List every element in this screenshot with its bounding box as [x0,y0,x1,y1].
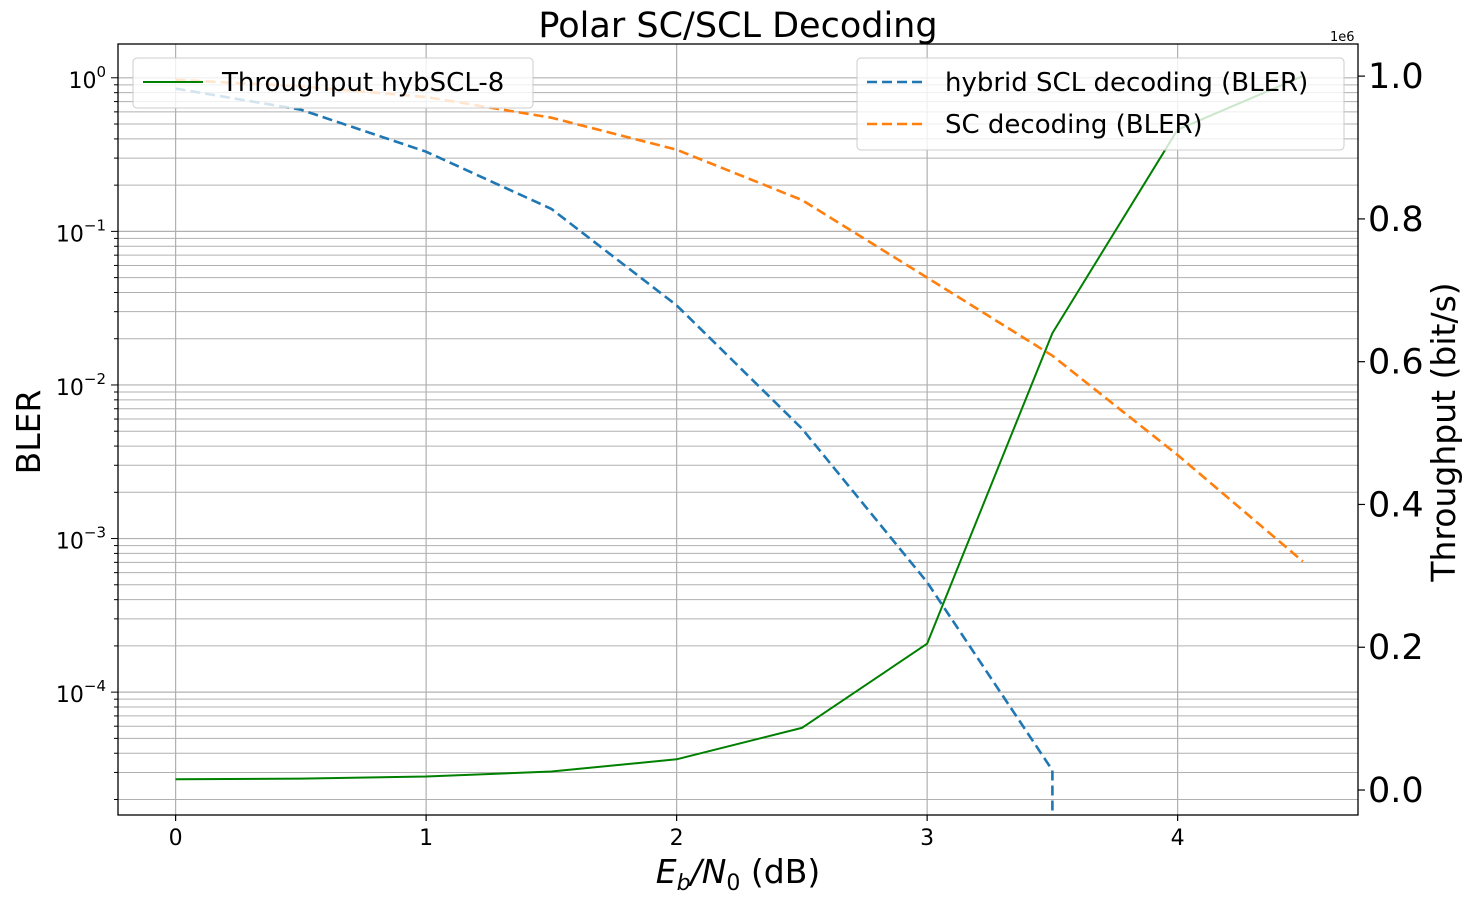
right-tick-label: 0.8 [1368,200,1424,240]
chart-title: Polar SC/SCL Decoding [538,6,937,46]
right-tick-label: 0.0 [1368,771,1424,811]
x-tick-label: 0 [169,826,183,851]
x-tick-label: 4 [1171,826,1185,851]
left-tick-label: 10−3 [56,524,106,555]
x-label-sub-b: b [677,871,691,896]
x-tick-label: 1 [419,826,433,851]
left-tick-label: 10−2 [56,370,106,401]
series-line-hybrid-scl [175,87,1054,815]
x-axis-ticks: 0 1 2 3 4 [169,815,1185,851]
right-axis-ticks: 0.0 0.2 0.4 0.6 0.8 1.0 [1358,57,1424,811]
legend-label-throughput: Throughput hybSCL-8 [221,68,504,98]
right-y-axis-label: Throughput (bit/s) [1424,282,1463,582]
left-tick-exponent: −4 [84,677,106,695]
x-axis-label: Eb/N0 (dB) [656,852,820,896]
left-tick-base: 10 [68,69,96,94]
left-tick-base: 10 [56,376,84,401]
right-tick-label: 0.4 [1368,485,1424,525]
left-tick-base: 10 [56,530,84,555]
plot-frame [117,43,1359,816]
legend-label-hybrid: hybrid SCL decoding (BLER) [945,68,1308,98]
left-tick-base: 10 [56,683,84,708]
x-label-unit: (dB) [740,852,820,891]
legend-left: Throughput hybSCL-8 [132,57,534,109]
left-tick-base: 10 [56,222,84,247]
x-label-sub-0: 0 [726,871,740,896]
right-axis-offset-label: 1e6 [1330,30,1355,45]
right-tick-label: 1.0 [1368,57,1424,97]
left-tick-exponent: −1 [84,216,106,234]
left-tick-exponent: −2 [84,370,106,388]
legend-left-box [132,57,534,109]
left-y-axis-label: BLER [9,390,48,475]
left-tick-exponent: 0 [96,63,106,81]
legend-label-sc: SC decoding (BLER) [945,110,1203,140]
left-tick-label: 10−4 [56,677,106,708]
x-label-e: E [656,852,677,891]
legend-right-box [856,57,1345,151]
legend-right: hybrid SCL decoding (BLER) SC decoding (… [856,57,1345,151]
series-line-throughput [175,75,1304,781]
x-label-n: /N [688,852,727,891]
right-tick-label: 0.6 [1368,343,1424,383]
left-tick-label: 10−1 [56,216,106,247]
left-tick-exponent: −3 [84,524,106,542]
left-tick-label: 100 [68,63,106,94]
x-tick-label: 3 [920,826,934,851]
right-tick-label: 0.2 [1368,628,1424,668]
x-tick-label: 2 [670,826,684,851]
